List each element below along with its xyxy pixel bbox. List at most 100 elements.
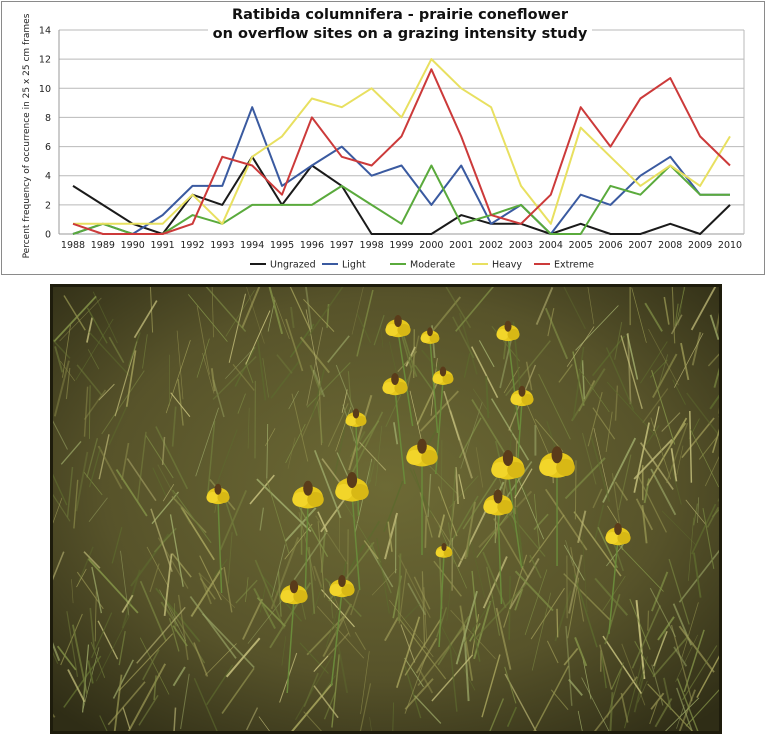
grass-blade: [611, 473, 621, 527]
grass-blade: [534, 418, 564, 452]
grass-blade: [108, 336, 125, 363]
grass-blade: [327, 335, 350, 363]
grass-blade: [199, 555, 222, 601]
flower-petal: [605, 532, 619, 544]
flower-stem: [351, 493, 361, 591]
grass-blade: [202, 284, 247, 332]
grass-blade: [486, 566, 501, 636]
grass-blade: [614, 385, 619, 421]
grass-blade: [75, 451, 89, 512]
grass-blade: [83, 471, 103, 496]
grass-blade: [443, 284, 472, 329]
y-axis-label: Percent frequency of occurrence in 25 x …: [22, 13, 32, 258]
series-line-heavy: [73, 58, 731, 225]
grass-blade: [653, 630, 668, 667]
grass-blade: [225, 347, 255, 379]
grass-blade: [529, 554, 542, 579]
grass-blade: [610, 536, 664, 592]
grass-blade: [421, 349, 440, 372]
grass-blade: [95, 615, 130, 682]
grass-blade: [376, 537, 390, 614]
grass-blade: [441, 440, 443, 501]
grass-blade: [647, 610, 650, 631]
grass-blade: [696, 653, 722, 698]
flower-stem: [286, 597, 295, 694]
grass-blade: [51, 338, 71, 359]
grass-blade: [674, 303, 679, 326]
grass-blade: [472, 388, 490, 414]
grass-blade: [594, 504, 605, 541]
grass-blade: [108, 404, 129, 446]
grass-blade: [113, 674, 123, 734]
grass-blade: [101, 370, 145, 435]
flower-cone: [214, 483, 222, 495]
x-tick-label: 2008: [658, 240, 682, 251]
grass-blade: [51, 473, 68, 506]
grass-blade: [308, 547, 316, 614]
flower-petal: [335, 484, 353, 500]
grass-blade: [468, 622, 481, 642]
grass-blade: [256, 597, 286, 627]
flower-stem: [608, 539, 619, 635]
grass-blade: [249, 474, 275, 505]
flower-petal: [292, 492, 309, 507]
grass-blade: [452, 316, 475, 359]
grass-blade: [503, 554, 528, 628]
grass-blade: [331, 654, 340, 728]
flower-cone: [352, 408, 360, 419]
grass-blade: [421, 571, 426, 649]
grass-blade: [305, 309, 322, 387]
grass-blade: [149, 563, 160, 593]
grass-blade: [575, 305, 619, 351]
grass-blade: [515, 506, 524, 567]
x-tick-label: 1993: [210, 240, 234, 251]
grass-blade: [676, 445, 684, 475]
grass-blade: [207, 421, 216, 495]
grass-blade: [153, 527, 177, 553]
grass-blade: [502, 338, 508, 360]
grass-blade: [111, 527, 123, 564]
grass-blade: [290, 306, 295, 329]
grass-blade: [219, 490, 248, 551]
grass-blade: [525, 361, 533, 391]
grass-blade: [533, 493, 540, 549]
grass-blade: [204, 643, 237, 676]
flower-petal: [442, 374, 454, 384]
grass-blade: [614, 481, 629, 501]
grass-blade: [94, 590, 97, 642]
grass-blade: [454, 467, 460, 505]
grass-blade: [688, 517, 694, 581]
grass-blade: [629, 598, 651, 650]
grass-blade: [318, 381, 323, 446]
grass-blade: [266, 423, 269, 479]
grass-blade: [675, 634, 698, 682]
grass-blade: [582, 656, 592, 700]
grid-lines: [59, 29, 744, 206]
grass-blade: [223, 566, 233, 613]
x-tick-label: 2007: [628, 240, 652, 251]
grass-blade: [663, 677, 672, 711]
grass-blade: [133, 300, 158, 339]
grass-blade: [187, 294, 228, 342]
grass-blade: [627, 333, 632, 405]
grass-blade: [672, 379, 686, 405]
grass-blade: [259, 507, 265, 531]
grass-blade: [306, 327, 324, 406]
grass-blade: [342, 404, 359, 451]
chart-title-line2: on overflow sites on a grazing intensity…: [212, 26, 588, 42]
grass-blade: [373, 314, 385, 346]
grass-blade: [475, 447, 484, 488]
legend-label-extreme: Extreme: [554, 260, 594, 271]
x-tick-label: 1991: [150, 240, 174, 251]
grass-blade: [470, 542, 486, 598]
grass-blade: [54, 346, 64, 373]
grass-blade: [245, 577, 249, 603]
grass-blade: [561, 284, 586, 330]
x-tick-label: 1996: [300, 240, 324, 251]
grass-blade: [384, 617, 399, 642]
flower-petal: [510, 394, 523, 405]
grass-blade: [565, 626, 573, 706]
grass-blade: [126, 458, 157, 502]
grass-blade: [247, 593, 288, 644]
flower-petal: [351, 484, 369, 500]
